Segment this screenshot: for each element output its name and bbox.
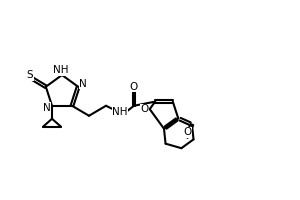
Text: O: O <box>141 104 149 114</box>
Text: N: N <box>43 103 51 113</box>
Text: N: N <box>79 79 87 89</box>
Text: O: O <box>130 82 138 92</box>
Text: O: O <box>183 127 191 137</box>
Text: S: S <box>27 70 33 80</box>
Text: NH: NH <box>53 65 69 75</box>
Text: NH: NH <box>112 107 128 117</box>
